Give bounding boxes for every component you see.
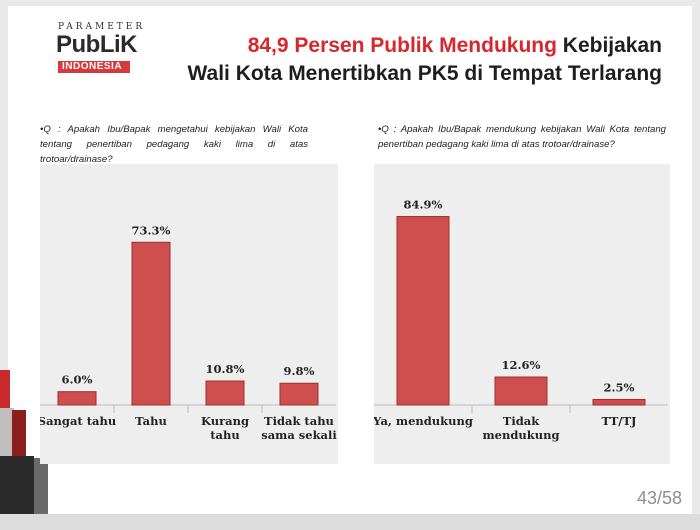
logo-main-text: PubLiK [56, 31, 138, 58]
bottom-band [0, 514, 700, 530]
title-highlight: 84,9 Persen Publik Mendukung [247, 34, 557, 57]
category-label: Sangat tahu [40, 414, 116, 428]
bar-value-label: 12.6% [502, 358, 541, 372]
page-title: 84,9 Persen Publik Mendukung Kebijakan W… [187, 32, 662, 88]
category-label: Tidak [503, 414, 540, 428]
logo-sub-text: INDONESIA [58, 61, 131, 73]
logo-triangle-icon [138, 62, 150, 70]
decor-block-darkred [12, 410, 26, 458]
category-label: Tahu [135, 414, 167, 428]
category-label: mendukung [483, 428, 560, 442]
logo-top-text: PARAMETER [58, 22, 146, 32]
page-number: 43/58 [636, 488, 682, 508]
question-left: •Q : Apakah Ibu/Bapak mengetahui kebijak… [40, 124, 308, 165]
bar [57, 391, 97, 406]
decor-block-gray [0, 408, 14, 458]
brand-logo: PARAMETER PubLiK INDONESIA [52, 22, 154, 78]
decor-block-light [34, 458, 48, 514]
bar [279, 382, 319, 406]
bar [494, 376, 548, 406]
title-line2: Wali Kota Menertibkan PK5 di Tempat Terl… [187, 62, 662, 85]
category-label: sama sekali [261, 428, 337, 442]
bar-value-label: 73.3% [132, 223, 171, 237]
bar [131, 241, 171, 406]
bar-value-label: 10.8% [206, 362, 245, 376]
bar-value-label: 6.0% [62, 373, 93, 387]
bar-value-label: 2.5% [604, 380, 635, 394]
title-rest: Kebijakan [556, 34, 662, 57]
decor-block-red [0, 370, 10, 410]
bar [205, 380, 245, 406]
category-label: Tidak tahu [264, 414, 334, 428]
category-label: TT/TJ [602, 414, 637, 428]
question-right: •Q : Apakah Ibu/Bapak mendukung kebijaka… [378, 124, 666, 150]
chart-panel-awareness: 6.0% Sangat tahu 73.3% Tahu 10.8% Kurang tahu 9… [40, 164, 338, 464]
decor-block-dark [0, 456, 34, 514]
bar-value-label: 9.8% [284, 364, 315, 378]
category-label: tahu [210, 428, 240, 442]
bar-value-label: 84.9% [404, 198, 443, 212]
category-label: Ya, mendukung [374, 414, 473, 428]
chart-panel-support: 84.9% Ya, mendukung 12.6% Tidak mendukung 2.5… [374, 164, 670, 464]
category-label: Kurang [201, 414, 249, 428]
bar [592, 398, 646, 406]
bar [396, 216, 450, 406]
